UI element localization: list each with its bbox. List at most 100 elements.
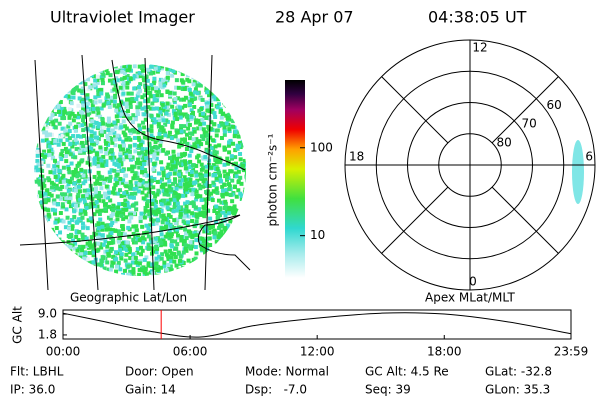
pixel: [191, 272, 196, 276]
pixel: [93, 189, 98, 194]
pixel: [53, 125, 58, 130]
image-label: Geographic Lat/Lon: [70, 291, 187, 305]
pixel: [128, 144, 133, 149]
pixel: [142, 93, 147, 98]
x-tick-label: 06:00: [173, 345, 208, 359]
pixel: [172, 205, 177, 210]
pixel: [154, 106, 159, 111]
pixel: [152, 177, 157, 182]
pixel: [216, 242, 221, 247]
pixel: [121, 227, 126, 232]
pixel: [243, 215, 246, 220]
pixel: [96, 176, 101, 181]
pixel: [117, 137, 122, 142]
pixel: [142, 215, 147, 220]
pixel: [142, 78, 147, 83]
pixel: [67, 112, 72, 117]
pixel: [48, 69, 53, 74]
pixel: [148, 71, 153, 76]
pixel: [137, 123, 142, 128]
pixel: [135, 157, 140, 162]
pixel: [54, 263, 59, 268]
pixel: [47, 149, 52, 154]
pixel: [68, 204, 73, 209]
pixel: [142, 212, 147, 217]
pixel: [109, 168, 114, 173]
pixel: [60, 176, 65, 181]
pixel: [95, 106, 100, 111]
pixel: [239, 76, 244, 81]
pixel: [81, 106, 86, 111]
pixel: [40, 81, 45, 86]
pixel: [241, 65, 246, 70]
pixel: [238, 157, 243, 162]
pixel: [45, 124, 50, 129]
pixel: [165, 198, 170, 203]
pixel: [96, 194, 101, 199]
pixel: [144, 230, 149, 235]
aurora: [572, 140, 584, 204]
pixel: [137, 151, 142, 156]
pixel: [160, 102, 165, 107]
pixel: [126, 167, 131, 172]
pixel: [35, 91, 40, 96]
pixel: [208, 151, 213, 156]
pixel: [209, 191, 214, 196]
pixel: [71, 238, 76, 243]
pixel: [88, 123, 93, 128]
pixel: [236, 261, 241, 266]
pixel: [46, 254, 51, 259]
pixel: [241, 163, 246, 168]
pixel: [106, 195, 111, 200]
pixel: [219, 92, 224, 97]
pixel: [52, 201, 57, 206]
pixel: [85, 270, 90, 275]
pixel: [46, 163, 51, 168]
pixel: [159, 139, 164, 144]
pixel: [126, 272, 131, 276]
pixel: [73, 124, 78, 129]
pixel: [125, 243, 130, 248]
pixel: [61, 259, 66, 264]
pixel: [110, 151, 115, 156]
pixel: [35, 168, 40, 173]
pixel: [96, 262, 101, 267]
pixel: [101, 103, 106, 108]
pixel: [55, 194, 60, 199]
pixel: [190, 264, 195, 269]
pixel: [225, 116, 230, 121]
pixel: [229, 108, 234, 113]
pixel: [148, 182, 153, 187]
pixel: [121, 178, 126, 183]
pixel: [223, 256, 228, 261]
pixel: [243, 84, 246, 89]
pixel: [49, 268, 54, 273]
pixel: [167, 184, 172, 189]
pixel: [37, 89, 42, 94]
pixel: [164, 118, 169, 123]
pixel: [183, 243, 188, 248]
pixel: [113, 257, 118, 262]
pixel: [91, 124, 96, 129]
pixel: [83, 208, 88, 213]
pixel: [202, 214, 207, 219]
pixel: [202, 250, 207, 255]
pixel: [210, 146, 215, 151]
pixel: [107, 96, 112, 101]
pixel: [95, 74, 100, 79]
pixel: [241, 244, 246, 249]
pixel: [158, 143, 163, 148]
pixel: [103, 239, 108, 244]
pixel: [242, 235, 246, 240]
pixel: [198, 172, 203, 177]
pixel: [82, 200, 87, 205]
pixel: [153, 204, 158, 209]
pixel: [83, 169, 88, 174]
pixel: [77, 178, 82, 183]
pixel: [144, 109, 149, 114]
pixel: [122, 101, 127, 106]
pixel: [156, 135, 161, 140]
pixel: [128, 104, 133, 109]
pixel: [67, 129, 72, 134]
pixel: [158, 77, 163, 82]
